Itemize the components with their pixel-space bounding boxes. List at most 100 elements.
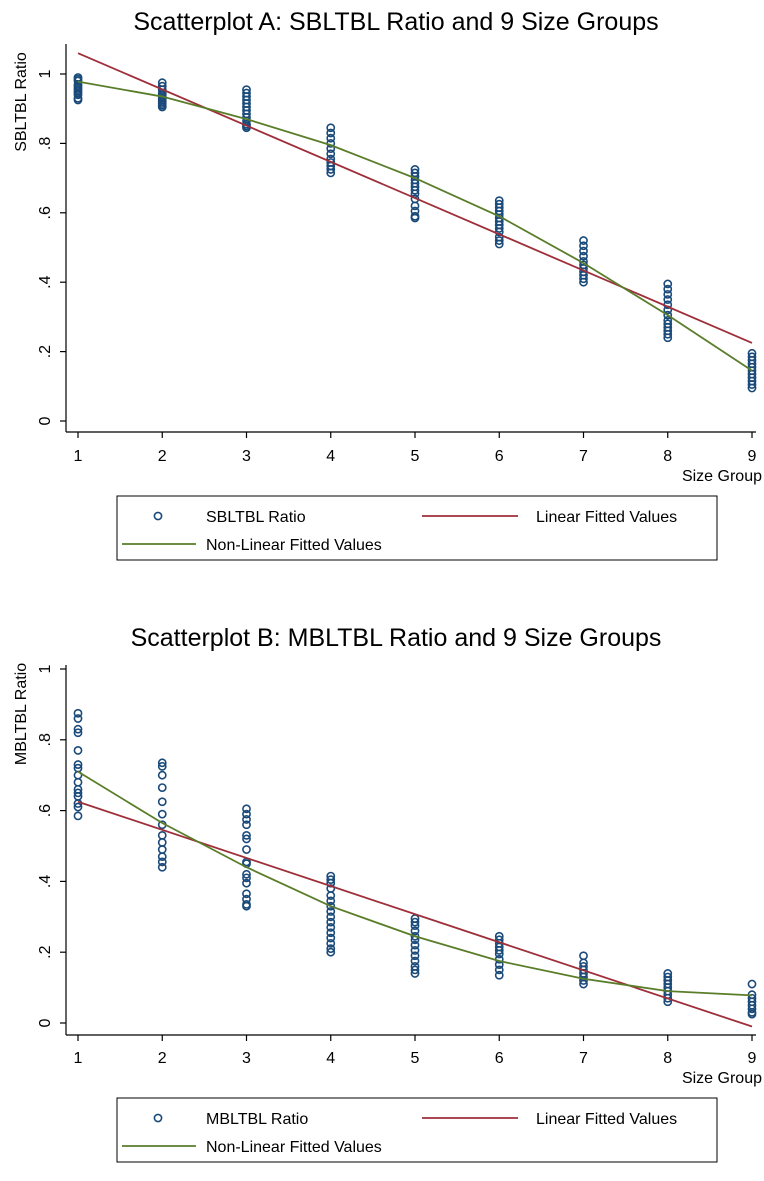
scatter-point — [410, 951, 420, 961]
scatter-point — [326, 912, 336, 922]
scatter-point — [579, 246, 588, 256]
y-tick-label: .6 — [37, 804, 54, 817]
y-tick-label: .4 — [37, 875, 54, 888]
chart-title: Scatterplot A: SBLTBL Ratio and 9 Size G… — [133, 8, 658, 36]
legend-box — [116, 495, 718, 561]
x-axis-label: Size Group — [682, 1070, 762, 1087]
y-tick-label: .4 — [37, 275, 54, 288]
legend-label: Linear Fitted Values — [536, 1111, 677, 1128]
scatter-point — [579, 951, 588, 961]
y-tick-label: .2 — [37, 345, 54, 358]
scatter-point — [579, 241, 588, 251]
y-tick-label: .2 — [37, 945, 54, 958]
scatter-point — [242, 820, 251, 830]
scatter-point — [73, 746, 83, 755]
y-tick-label: .8 — [37, 733, 54, 746]
scatter-point — [157, 838, 167, 847]
x-tick-label: 2 — [158, 1050, 167, 1067]
x-tick-label: 1 — [74, 448, 83, 465]
scatter-point — [410, 931, 420, 941]
scatter-point — [73, 802, 83, 812]
scatter-point — [663, 333, 673, 343]
x-tick-label: 5 — [411, 448, 420, 465]
scatter-point — [326, 901, 336, 911]
scatter-point — [410, 917, 420, 927]
x-tick-label: 4 — [326, 1050, 335, 1067]
scatter-point — [494, 239, 504, 249]
x-tick-label: 5 — [411, 1050, 420, 1067]
scatter-point — [157, 852, 167, 862]
scatter-point — [242, 901, 251, 911]
scatter-point — [326, 947, 336, 957]
scatter-point — [157, 845, 167, 854]
scatter-point — [326, 168, 336, 178]
scatter-point — [73, 714, 83, 723]
legend-label: MBLTBL Ratio — [206, 1111, 308, 1128]
scatter-point — [242, 834, 251, 844]
scatter-point — [326, 944, 336, 954]
scatter-point — [579, 976, 588, 985]
scatter-point — [410, 921, 420, 931]
scatter-point — [326, 891, 336, 900]
x-tick-label: 8 — [663, 448, 672, 465]
legend: SBLTBL Ratio Linear Fitted Values Non-Line… — [116, 495, 718, 561]
scatter-point — [242, 845, 251, 854]
scatter-point — [73, 760, 83, 769]
scatter-point — [326, 917, 336, 927]
scatter-point — [326, 907, 336, 916]
scatter-point — [157, 770, 167, 780]
legend-box — [116, 1097, 718, 1163]
scatter-point — [494, 224, 504, 233]
y-tick-label: .8 — [37, 137, 54, 150]
nonlinear-fit-line — [77, 770, 753, 997]
scatter-point — [747, 383, 757, 393]
scatter-point — [242, 878, 251, 888]
scatter-point — [410, 965, 420, 975]
scatter-point — [242, 869, 251, 879]
x-tick-label: 9 — [748, 448, 757, 465]
legend-marker-scatter — [153, 511, 163, 521]
scatter-point — [326, 133, 336, 143]
scatter-point — [663, 289, 673, 299]
scatter-point — [73, 724, 83, 734]
scatter-point — [157, 830, 167, 840]
x-tick-label: 1 — [74, 1050, 83, 1067]
scatter-point — [579, 251, 588, 261]
scatter-point — [73, 811, 83, 821]
scatter-point — [579, 236, 588, 245]
scatter-point — [747, 979, 757, 989]
scatter-point — [73, 90, 83, 100]
x-tick-label: 7 — [579, 448, 588, 465]
x-axis-label: Size Group — [682, 468, 762, 485]
scatter-point — [663, 993, 673, 1003]
scatter-point — [326, 928, 336, 938]
scatter-point — [326, 165, 336, 174]
scatter-point — [326, 123, 336, 133]
scatter-point — [663, 329, 673, 339]
scatter-point — [494, 946, 504, 955]
x-tick-label: 3 — [242, 448, 251, 465]
scatter-point — [747, 1004, 757, 1014]
x-tick-label: 2 — [158, 448, 167, 465]
x-tick-label: 9 — [748, 1050, 757, 1067]
scatter-point — [73, 708, 83, 718]
scatter-point — [157, 761, 167, 771]
scatter-point — [663, 284, 673, 294]
scatter-point — [157, 862, 167, 872]
scatter-point — [494, 970, 504, 980]
scatter-point — [157, 102, 167, 112]
scatter-point — [410, 926, 420, 936]
y-tick-label: 0 — [37, 416, 54, 425]
x-tick-label: 3 — [242, 1050, 251, 1067]
scatter-point — [157, 783, 167, 792]
scatter-point — [73, 777, 83, 787]
chart-panel-a: Scatterplot A: SBLTBL Ratio and 9 Size G… — [13, 8, 762, 561]
scatter-point — [326, 896, 336, 906]
y-axis-label: MBLTBL Ratio — [13, 663, 30, 765]
y-tick-label: .6 — [37, 206, 54, 219]
scatter-point — [410, 946, 420, 955]
scatter-point — [494, 965, 504, 975]
scatter-point — [663, 295, 673, 304]
